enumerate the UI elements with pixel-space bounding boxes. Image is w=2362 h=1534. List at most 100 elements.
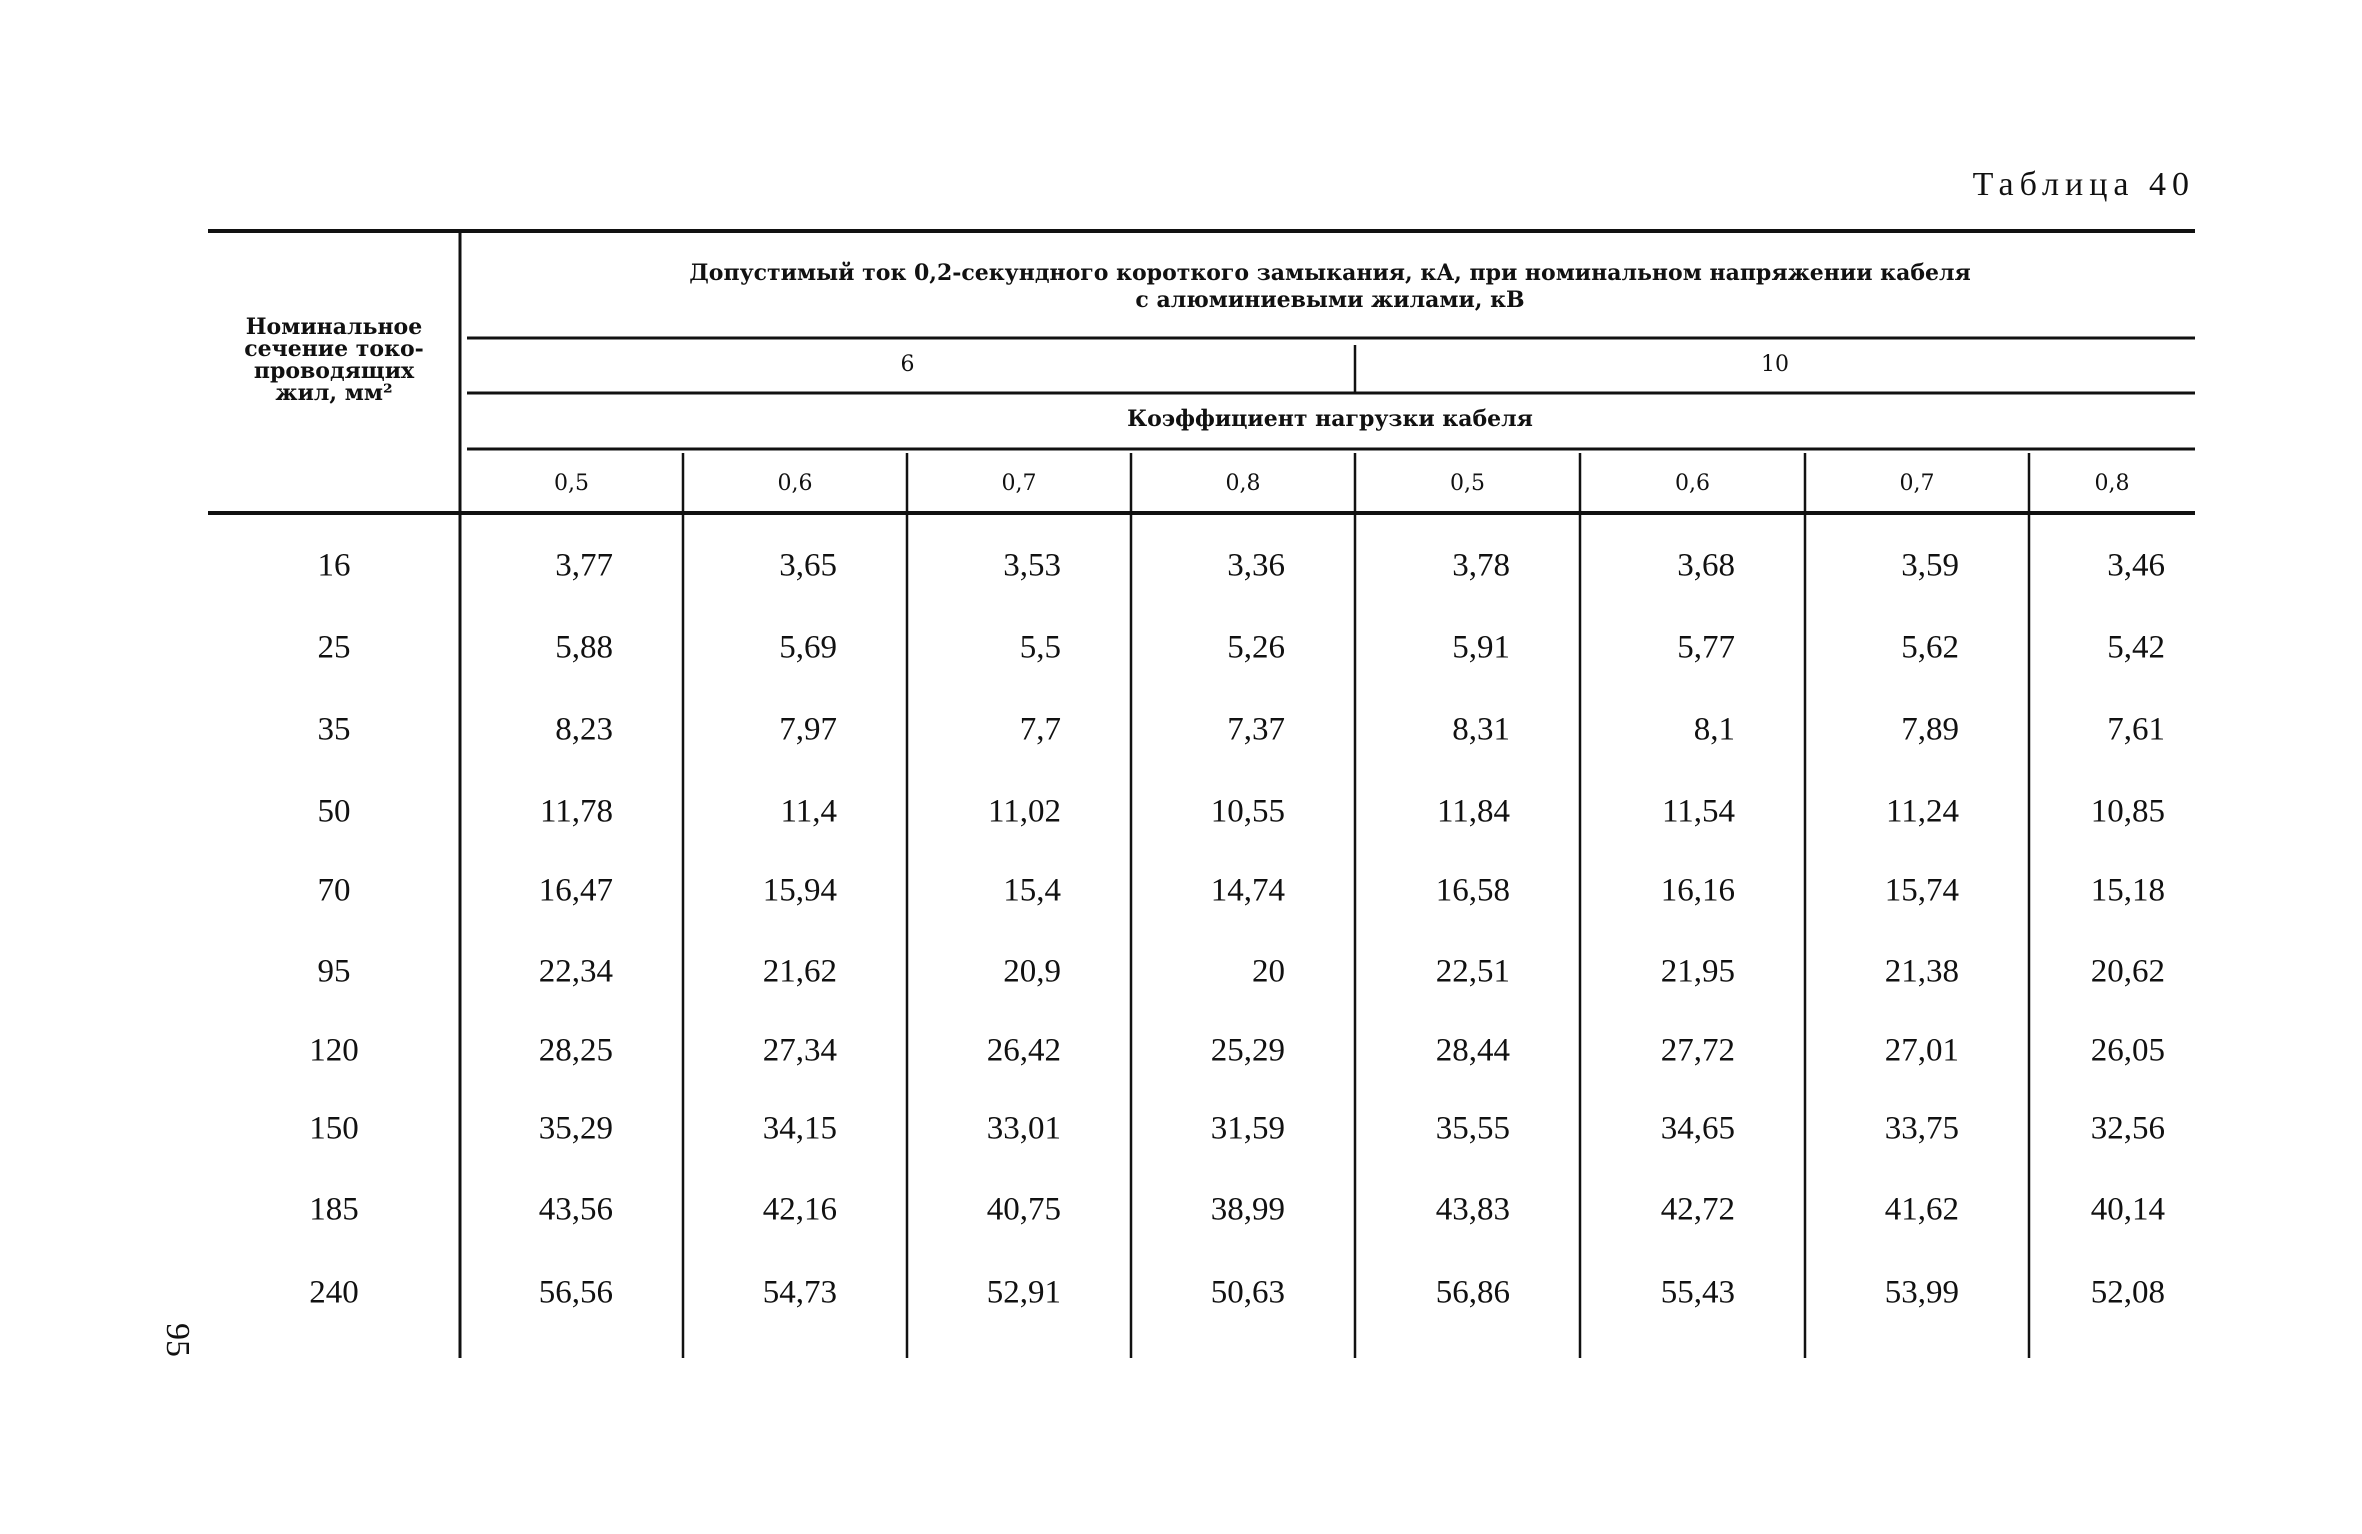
section-cell: 70 (318, 873, 351, 909)
value-cell: 55,43 (1661, 1275, 1735, 1311)
value-cell: 56,56 (539, 1275, 613, 1311)
value-cell: 20 (1252, 954, 1285, 990)
value-cell: 27,72 (1661, 1033, 1735, 1069)
value-cell: 3,78 (1452, 548, 1510, 584)
value-cell: 5,42 (2107, 630, 2165, 666)
value-cell: 42,72 (1661, 1192, 1735, 1228)
value-cell: 3,77 (555, 548, 613, 584)
value-cell: 11,24 (1886, 794, 1959, 830)
value-cell: 7,61 (2107, 712, 2165, 748)
coefficient-header: 0,5 (554, 471, 589, 496)
value-cell: 11,84 (1437, 794, 1510, 830)
voltage-header: 10 (1761, 352, 1789, 377)
value-cell: 54,73 (763, 1275, 837, 1311)
value-cell: 3,59 (1901, 548, 1959, 584)
value-cell: 50,63 (1211, 1275, 1285, 1311)
value-cell: 8,23 (555, 712, 613, 748)
section-cell: 120 (309, 1033, 359, 1069)
value-cell: 8,1 (1694, 712, 1735, 748)
value-cell: 21,62 (763, 954, 837, 990)
value-cell: 35,55 (1436, 1111, 1510, 1147)
value-cell: 34,15 (763, 1111, 837, 1147)
value-cell: 38,99 (1211, 1192, 1285, 1228)
value-cell: 35,29 (539, 1111, 613, 1147)
value-cell: 27,01 (1885, 1033, 1959, 1069)
value-cell: 11,4 (780, 794, 837, 830)
subtitle: Коэффициент нагрузки кабеля (1127, 406, 1533, 432)
value-cell: 43,56 (539, 1192, 613, 1228)
value-cell: 33,75 (1885, 1111, 1959, 1147)
voltage-header: 6 (901, 352, 915, 377)
value-cell: 15,18 (2091, 873, 2165, 909)
value-cell: 56,86 (1436, 1275, 1510, 1311)
value-cell: 33,01 (987, 1111, 1061, 1147)
value-cell: 21,95 (1661, 954, 1735, 990)
coefficient-header: 0,7 (1002, 471, 1037, 496)
value-cell: 21,38 (1885, 954, 1959, 990)
value-cell: 3,46 (2107, 548, 2165, 584)
value-cell: 32,56 (2091, 1111, 2165, 1147)
column-group-title: Допустимый ток 0,2-секундного короткого … (689, 260, 1971, 286)
section-cell: 16 (318, 548, 351, 584)
row-header: проводящих (254, 358, 415, 384)
value-cell: 15,94 (763, 873, 837, 909)
value-cell: 14,74 (1211, 873, 1285, 909)
coefficient-header: 0,8 (1226, 471, 1261, 496)
row-header: Номинальное (246, 314, 422, 340)
value-cell: 15,4 (1003, 873, 1061, 909)
value-cell: 7,97 (779, 712, 837, 748)
value-cell: 25,29 (1211, 1033, 1285, 1069)
table-caption: Таблица 40 (1973, 166, 2195, 203)
value-cell: 20,62 (2091, 954, 2165, 990)
section-cell: 35 (318, 712, 351, 748)
value-cell: 16,16 (1661, 873, 1735, 909)
page-number: 95 (159, 1323, 196, 1357)
value-cell: 16,58 (1436, 873, 1510, 909)
value-cell: 34,65 (1661, 1111, 1735, 1147)
value-cell: 52,91 (987, 1275, 1061, 1311)
row-header: сечение токо- (244, 336, 424, 362)
value-cell: 27,34 (763, 1033, 837, 1069)
value-cell: 31,59 (1211, 1111, 1285, 1147)
value-cell: 22,51 (1436, 954, 1510, 990)
value-cell: 5,5 (1020, 630, 1061, 666)
coefficient-header: 0,8 (2095, 471, 2130, 496)
value-cell: 53,99 (1885, 1275, 1959, 1311)
value-cell: 22,34 (539, 954, 613, 990)
value-cell: 28,44 (1436, 1033, 1510, 1069)
coefficient-header: 0,7 (1900, 471, 1935, 496)
value-cell: 5,26 (1227, 630, 1285, 666)
value-cell: 8,31 (1452, 712, 1510, 748)
value-cell: 3,53 (1003, 548, 1061, 584)
section-cell: 240 (309, 1275, 359, 1311)
row-header: жил, мм² (275, 380, 392, 406)
value-cell: 3,68 (1677, 548, 1735, 584)
value-cell: 7,37 (1227, 712, 1285, 748)
value-cell: 7,7 (1020, 712, 1061, 748)
value-cell: 26,05 (2091, 1033, 2165, 1069)
value-cell: 10,85 (2091, 794, 2165, 830)
value-cell: 5,62 (1901, 630, 1959, 666)
coefficient-header: 0,6 (778, 471, 813, 496)
section-cell: 150 (309, 1111, 359, 1147)
value-cell: 5,88 (555, 630, 613, 666)
coefficient-header: 0,5 (1450, 471, 1485, 496)
section-cell: 25 (318, 630, 351, 666)
value-cell: 11,54 (1662, 794, 1735, 830)
value-cell: 26,42 (987, 1033, 1061, 1069)
section-cell: 95 (318, 954, 351, 990)
value-cell: 5,69 (779, 630, 837, 666)
value-cell: 5,77 (1677, 630, 1735, 666)
value-cell: 40,14 (2091, 1192, 2165, 1228)
value-cell: 5,91 (1452, 630, 1510, 666)
value-cell: 3,36 (1227, 548, 1285, 584)
value-cell: 52,08 (2091, 1275, 2165, 1311)
section-cell: 185 (309, 1192, 359, 1228)
value-cell: 20,9 (1003, 954, 1061, 990)
value-cell: 16,47 (539, 873, 613, 909)
column-group-title: с алюминиевыми жилами, кВ (1135, 287, 1524, 313)
value-cell: 43,83 (1436, 1192, 1510, 1228)
value-cell: 11,02 (988, 794, 1061, 830)
value-cell: 42,16 (763, 1192, 837, 1228)
